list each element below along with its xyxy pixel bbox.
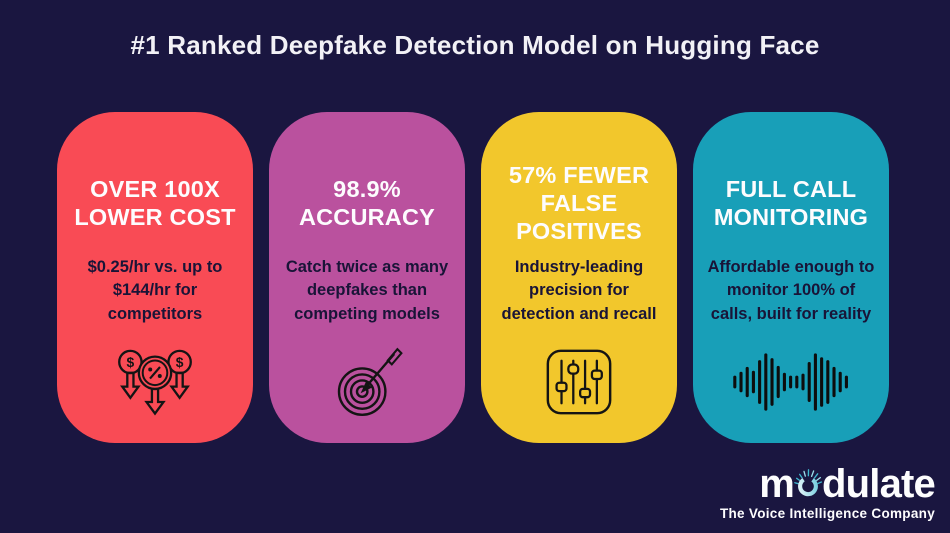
dollar-discount-arrows-icon: $ $ — [70, 340, 240, 424]
sliders-icon — [494, 340, 664, 424]
audio-waveform-icon — [706, 340, 876, 424]
card-call-monitoring: FULL CALL MONITORING Affordable enough t… — [693, 112, 889, 443]
card-false-positives-body: Industry-leading precision for detection… — [501, 258, 657, 323]
card-lower-cost-heading: OVER 100X LOWER COST — [74, 176, 236, 230]
modulate-logo: m dulate The Voice Intelligence Compan — [719, 461, 936, 521]
modulate-o-sunburst-icon — [794, 469, 823, 497]
card-accuracy-heading: 98.9% ACCURACY — [298, 176, 436, 230]
svg-text:$: $ — [127, 354, 135, 370]
card-accuracy-body: Catch twice as many deepfakes than compe… — [285, 258, 449, 323]
card-lower-cost: OVER 100X LOWER COST $0.25/hr vs. up to … — [57, 112, 253, 443]
card-call-monitoring-heading: FULL CALL MONITORING — [713, 176, 869, 230]
card-false-positives-heading: 57% FEWER FALSE POSITIVES — [508, 162, 650, 244]
target-dart-icon — [282, 340, 452, 424]
card-false-positives: 57% FEWER FALSE POSITIVES Industry-leadi… — [481, 112, 677, 443]
card-accuracy: 98.9% ACCURACY Catch twice as many deepf… — [269, 112, 465, 443]
brand-prefix: m — [759, 462, 795, 506]
stat-cards: OVER 100X LOWER COST $0.25/hr vs. up to … — [57, 112, 889, 443]
brand-wordmark: m dulate — [720, 461, 936, 506]
card-lower-cost-body: $0.25/hr vs. up to $144/hr for competito… — [87, 258, 223, 323]
brand-tagline: The Voice Intelligence Company — [719, 506, 935, 521]
brand-suffix: dulate — [822, 462, 936, 506]
svg-text:$: $ — [176, 354, 184, 370]
page-title: #1 Ranked Deepfake Detection Model on Hu… — [130, 30, 820, 60]
card-call-monitoring-body: Affordable enough to monitor 100% of cal… — [707, 258, 875, 323]
